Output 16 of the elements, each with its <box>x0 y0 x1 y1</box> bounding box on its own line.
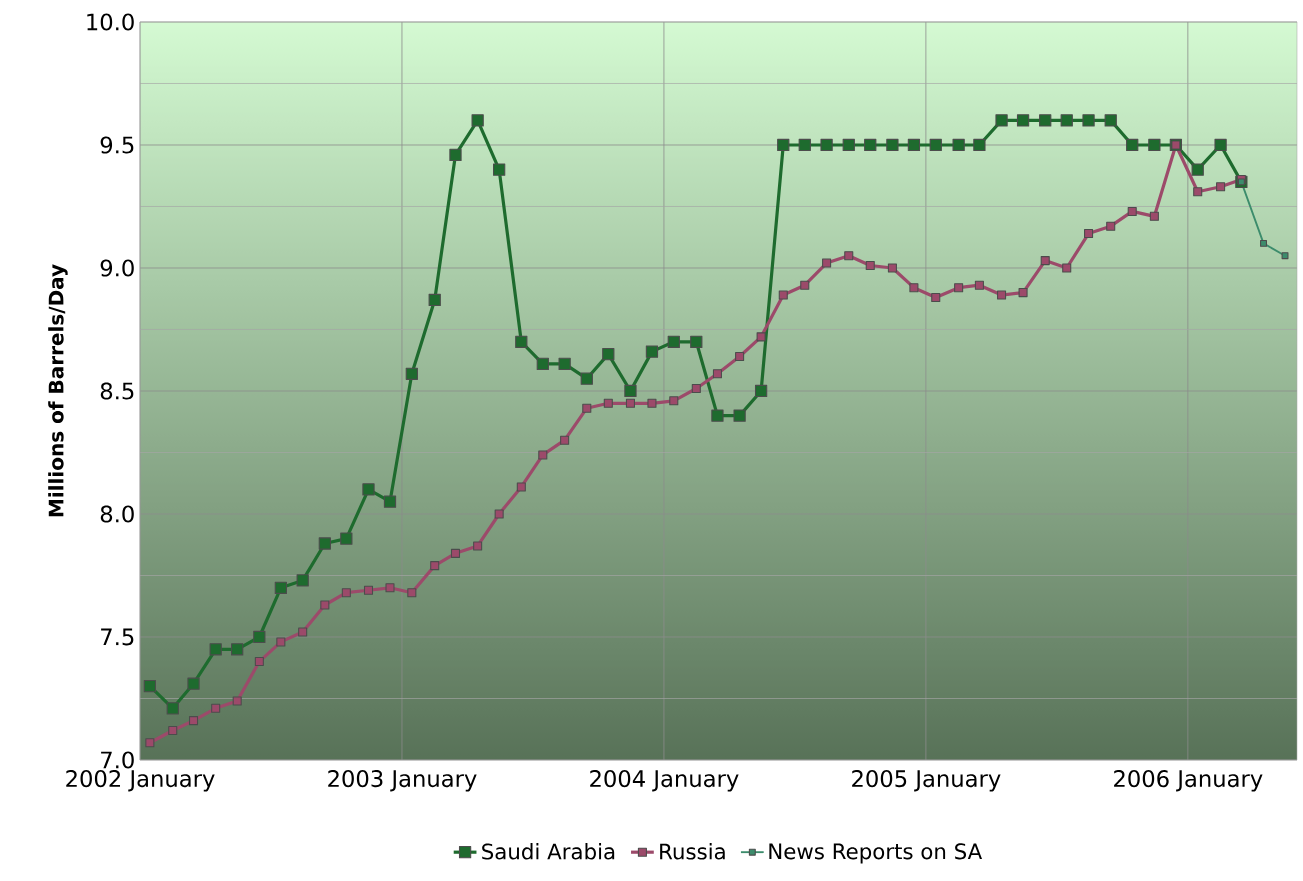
y-tick-label: 9.5 <box>100 136 134 154</box>
legend-label: News Reports on SA <box>769 843 983 864</box>
x-tick-label: 2006 January <box>1114 770 1263 792</box>
y-tick-label: 8.5 <box>100 382 134 400</box>
y-axis-title: Millions of Barrels/Day <box>48 264 68 517</box>
x-tick-label: 2002 January <box>66 770 215 792</box>
y-tick-label: 7.5 <box>101 628 134 646</box>
x-tick-label: 2003 January <box>328 770 477 792</box>
legend-label: Russia <box>660 843 725 860</box>
y-tick-label: 8.0 <box>100 505 134 523</box>
y-tick-label: 9.0 <box>100 259 134 277</box>
y-tick-label: 7.0 <box>101 751 134 769</box>
legend-label: Saudi Arabia <box>482 843 615 860</box>
y-tick-label: 10.0 <box>87 13 134 31</box>
x-tick-label: 2005 January <box>852 770 1001 792</box>
x-tick-label: 2004 January <box>590 770 739 792</box>
